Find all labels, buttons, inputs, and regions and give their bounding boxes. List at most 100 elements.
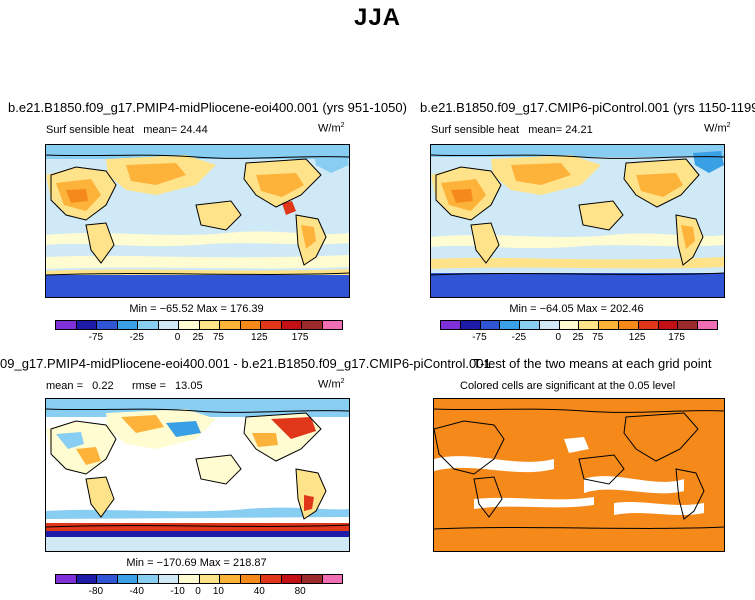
- map-mid-pliocene: [45, 144, 350, 298]
- colorbar-swatch: [619, 321, 639, 329]
- difference-stats: mean = 0.22 rmse = 13.05: [46, 380, 203, 392]
- colorbar-swatch: [579, 321, 600, 329]
- colorbar-swatch: [97, 321, 118, 329]
- minmax-pi-control: Min = −64.05 Max = 202.46: [509, 303, 644, 315]
- colorbar-ticks-mid-pliocene: -75 -25 0 25 75 125 175: [55, 332, 341, 346]
- colorbar-tick-label: -25: [129, 332, 144, 343]
- units-label: W/m2: [318, 122, 345, 135]
- figure-title: JJA: [353, 4, 402, 31]
- colorbar-swatch: [199, 575, 220, 583]
- map-mid-pliocene-field: [46, 145, 349, 297]
- colorbar-swatch: [240, 575, 261, 583]
- colorbar-swatch: [302, 575, 323, 583]
- colorbar-tick-label: 125: [250, 332, 268, 343]
- minmax-difference: Min = −170.69 Max = 218.87: [126, 557, 267, 569]
- variable-label: Surf sensible heat mean= 24.44: [46, 124, 208, 136]
- colorbar-swatch: [261, 321, 282, 329]
- colorbar-swatch: [240, 321, 261, 329]
- map-ttest-field: [434, 399, 724, 551]
- colorbar-swatch: [302, 321, 323, 329]
- colorbar-tick-label: -40: [129, 586, 144, 597]
- colorbar-swatch: [599, 321, 620, 329]
- colorbar-swatch: [179, 575, 200, 583]
- colorbar-tick-label: -80: [88, 586, 104, 597]
- colorbar-ticks-pi-control: -75 -25 0 25 75 125 175: [440, 332, 716, 346]
- colorbar-swatch: [138, 575, 159, 583]
- colorbar-swatch: [441, 321, 461, 329]
- map-ttest: [433, 398, 725, 552]
- colorbar-tick-label: 10: [212, 586, 224, 597]
- panel-title-pi-control: b.e21.B1850.f09_g17.CMIP6-piControl.001 …: [420, 100, 755, 115]
- mean-value: 24.44: [180, 124, 208, 136]
- mean-value: 0.22: [92, 380, 114, 392]
- mean-label: mean=: [143, 124, 178, 136]
- minmax-mid-pliocene: Min = −65.52 Max = 176.39: [129, 303, 264, 315]
- colorbar-tick-label: -25: [511, 332, 527, 343]
- colorbar-swatch: [220, 575, 241, 583]
- colorbar-swatch: [76, 321, 97, 329]
- colorbar-swatch: [539, 321, 560, 329]
- colorbar-swatch: [480, 321, 501, 329]
- colorbar-swatch: [199, 321, 220, 329]
- ttest-subtitle: Colored cells are significant at the 0.0…: [460, 380, 676, 392]
- rmse-value: 13.05: [175, 380, 203, 392]
- colorbar-tick-label: 75: [212, 332, 224, 343]
- colorbar-swatch: [281, 321, 302, 329]
- colorbar-pi-control: [440, 320, 718, 330]
- mean-label: mean =: [46, 380, 83, 392]
- colorbar-tick-label: 80: [294, 586, 306, 597]
- colorbar-difference: [55, 574, 343, 584]
- colorbar-mid-pliocene: [55, 320, 343, 330]
- colorbar-tick-label: -75: [472, 332, 487, 343]
- colorbar-swatch: [97, 575, 118, 583]
- units-label: W/m2: [318, 378, 345, 391]
- colorbar-tick-label: 40: [253, 586, 265, 597]
- colorbar-swatch: [138, 321, 159, 329]
- colorbar-swatch: [658, 321, 679, 329]
- mean-label: mean=: [528, 124, 563, 136]
- map-pi-control: [430, 144, 725, 298]
- colorbar-swatch: [322, 321, 342, 329]
- panel-title-mid-pliocene: b.e21.B1850.f09_g17.PMIP4-midPliocene-eo…: [8, 100, 407, 115]
- colorbar-swatch: [322, 575, 342, 583]
- colorbar-swatch: [559, 321, 580, 329]
- panel-title-ttest: T-test of the two means at each grid poi…: [473, 356, 712, 371]
- colorbar-tick-label: 0: [555, 332, 562, 343]
- colorbar-swatch: [76, 575, 97, 583]
- colorbar-tick-label: -10: [170, 586, 185, 597]
- colorbar-tick-label: 125: [628, 332, 646, 343]
- colorbar-tick-label: 25: [192, 332, 204, 343]
- colorbar-swatch: [281, 575, 302, 583]
- colorbar-tick-label: 25: [572, 332, 584, 343]
- colorbar-tick-label: 175: [291, 332, 309, 343]
- colorbar-swatch: [220, 321, 241, 329]
- colorbar-swatch: [158, 321, 179, 329]
- colorbar-swatch: [520, 321, 540, 329]
- units-label: W/m2: [704, 122, 731, 135]
- colorbar-swatch: [261, 575, 282, 583]
- colorbar-swatch: [460, 321, 481, 329]
- colorbar-swatch: [56, 321, 77, 329]
- colorbar-swatch: [56, 575, 77, 583]
- variable-name: Surf sensible heat: [431, 124, 520, 136]
- rmse-label: rmse =: [131, 380, 166, 392]
- colorbar-swatch: [117, 575, 138, 583]
- variable-name: Surf sensible heat: [46, 124, 135, 136]
- colorbar-tick-label: 75: [592, 332, 604, 343]
- colorbar-tick-label: 175: [668, 332, 685, 343]
- colorbar-ticks-difference: -80 -40 -10 0 10 40 80: [55, 586, 341, 600]
- map-difference-field: [46, 399, 349, 551]
- colorbar-swatch: [678, 321, 699, 329]
- colorbar-swatch: [638, 321, 659, 329]
- panel-title-difference: 09_g17.PMIP4-midPliocene-eoi400.001 - b.…: [0, 356, 491, 371]
- map-pi-control-field: [431, 145, 724, 297]
- colorbar-swatch: [500, 321, 521, 329]
- colorbar-tick-label: -75: [88, 332, 104, 343]
- colorbar-swatch: [179, 321, 200, 329]
- variable-label: Surf sensible heat mean= 24.21: [431, 124, 593, 136]
- colorbar-swatch: [117, 321, 138, 329]
- map-difference: [45, 398, 350, 552]
- colorbar-tick-label: 0: [174, 332, 181, 343]
- mean-value: 24.21: [565, 124, 593, 136]
- colorbar-swatch: [698, 321, 717, 329]
